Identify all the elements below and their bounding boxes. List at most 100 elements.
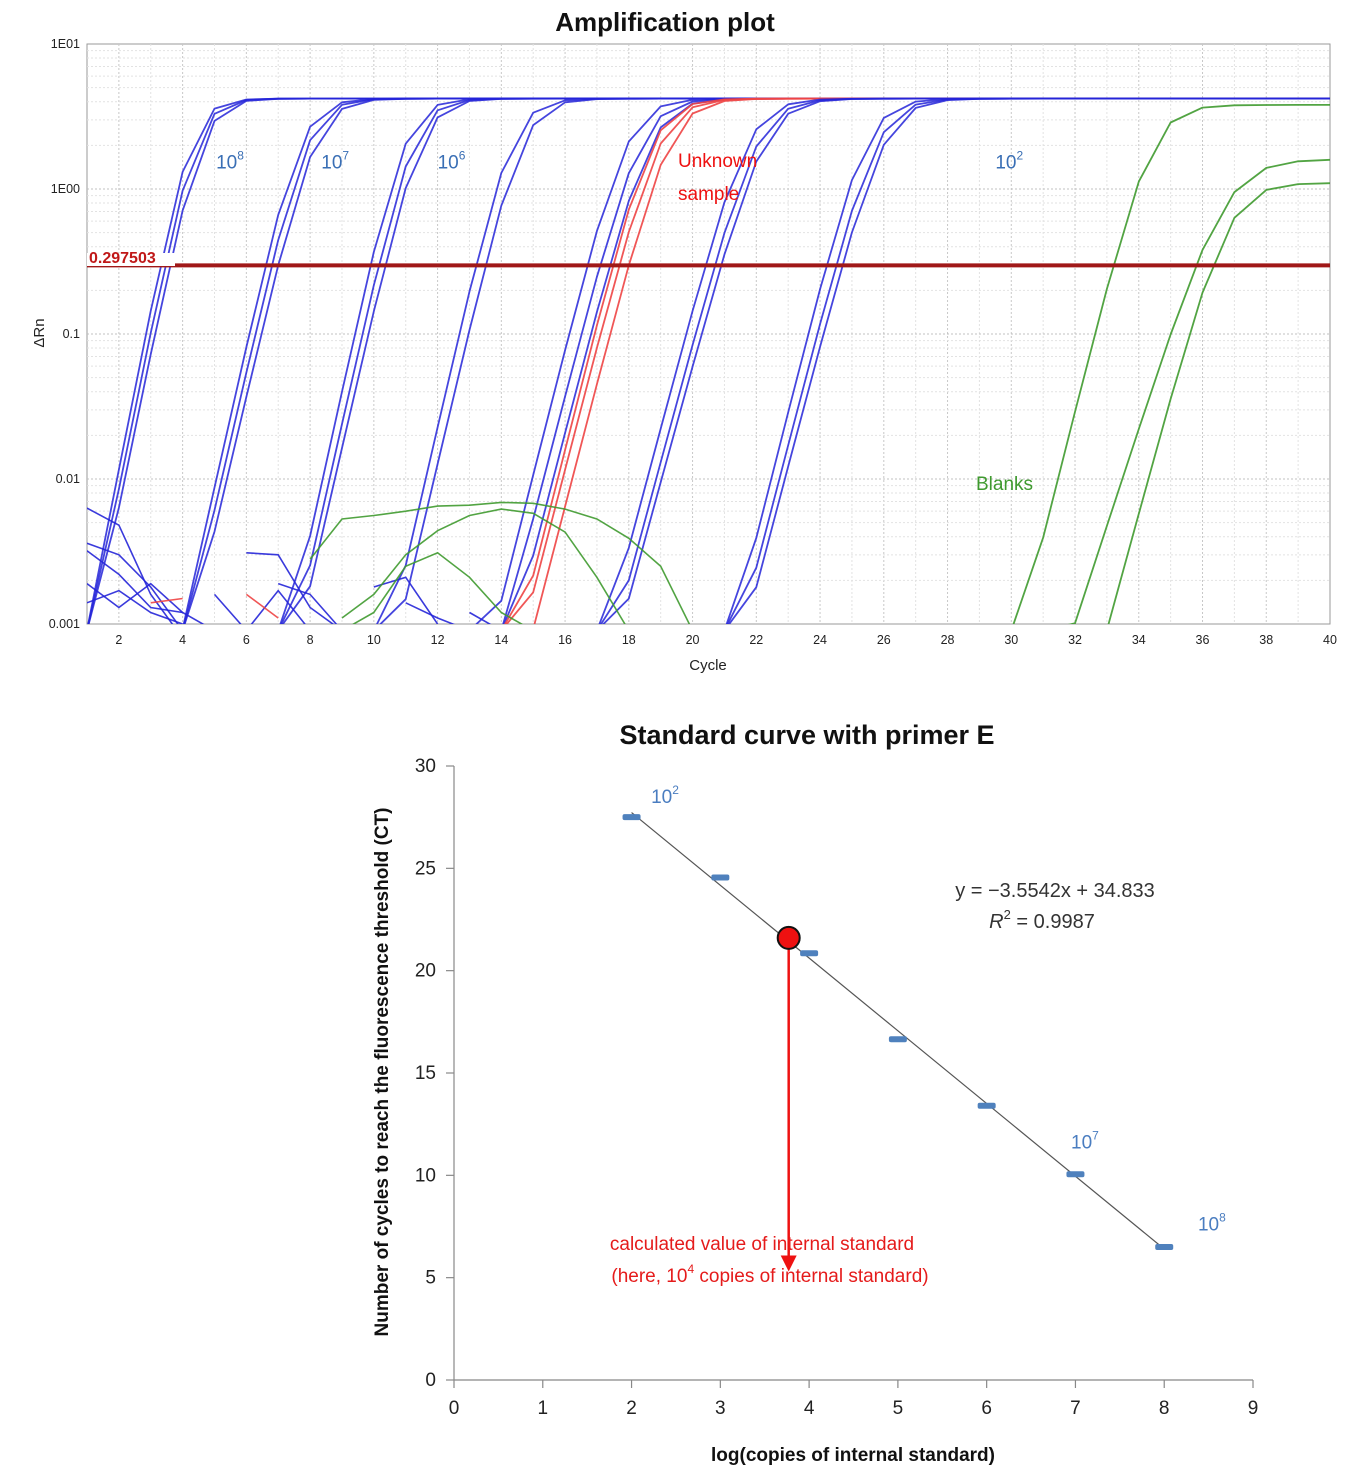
dilution-label: 102: [995, 149, 1023, 174]
standard-curve-y-axis-label: Number of cycles to reach the fluorescen…: [372, 808, 393, 1337]
r-squared-exponent: 2: [1004, 907, 1011, 922]
x-tick-label: 24: [813, 633, 827, 647]
data-point: [888, 1036, 907, 1043]
x-tick-label: 12: [431, 633, 445, 647]
x-tick-label: 32: [1068, 633, 1082, 647]
x-tick-label: 28: [941, 633, 955, 647]
x-tick-label: 0: [449, 1398, 460, 1419]
r-squared-label: R2 = 0.9987: [989, 907, 1095, 933]
blank-curve: [1012, 104, 1330, 624]
x-tick-label: 38: [1259, 633, 1273, 647]
baseline-noise-line: [150, 597, 183, 604]
x-tick-label: 3: [715, 1398, 726, 1419]
baseline-noise-line: [405, 602, 455, 624]
baseline-noise-line: [351, 551, 524, 624]
unknown-sample-point: [776, 925, 801, 950]
standard-curve-x-axis-label: log(copies of internal standard): [711, 1445, 995, 1466]
standard-curve-axes: 0 5 10 15 20 25 30 0 1 2 3 4 5 6 7 8 9: [415, 756, 1258, 1419]
standard-curve: [728, 97, 1330, 624]
blank-curve: [1107, 182, 1330, 624]
x-tick-label: 1: [537, 1398, 548, 1419]
baseline-noise-line: [87, 542, 179, 624]
x-tick-label: 22: [749, 633, 763, 647]
data-point: [711, 874, 730, 881]
r-squared-value: = 0.9987: [1011, 911, 1095, 933]
y-tick-label: 0: [425, 1370, 436, 1391]
baseline-noise-line: [246, 552, 335, 624]
x-tick-label: 14: [494, 633, 508, 647]
amplification-curves: [87, 97, 1330, 624]
point-dilution-label-base: 10: [1071, 1133, 1092, 1154]
dilution-label-base: 10: [438, 153, 459, 174]
y-tick-label: 10: [415, 1165, 436, 1186]
amplification-annotations: Unknown sample Blanks 108 107 106 102: [216, 149, 1033, 495]
x-tick-label: 20: [686, 633, 700, 647]
data-point: [1066, 1171, 1085, 1178]
r-squared-symbol: R: [989, 911, 1003, 933]
y-tick-label: 0.01: [56, 472, 80, 486]
dilution-label-exponent: 2: [1016, 149, 1023, 163]
baseline-noise-line: [341, 508, 626, 624]
amplification-plot-ticks: 2 4 6 8 10 12 14 16 18 20 22 24 26 28 30 32 34 36 38 401E01…: [49, 37, 1337, 647]
dilution-label-exponent: 7: [342, 149, 349, 163]
data-point: [977, 1102, 996, 1109]
point-dilution-label: 102: [651, 783, 679, 808]
y-tick-label: 20: [415, 961, 436, 982]
x-tick-label: 36: [1196, 633, 1210, 647]
baseline-noise-line: [277, 582, 338, 624]
x-tick-label: 10: [367, 633, 381, 647]
x-tick-label: 6: [981, 1398, 992, 1419]
x-tick-label: 4: [179, 633, 186, 647]
point-dilution-label-base: 10: [651, 787, 672, 808]
amplification-plot: Amplification plot 0.297503 2 4 6 8 10 12 14 16…: [31, 7, 1337, 674]
x-tick-label: 7: [1070, 1398, 1081, 1419]
dilution-label-exponent: 8: [237, 149, 244, 163]
y-tick-label: 0.1: [63, 327, 80, 341]
x-tick-label: 8: [307, 633, 314, 647]
blank-curve: [1067, 158, 1330, 624]
dilution-label-exponent: 6: [459, 149, 466, 163]
baseline-noise-line: [373, 576, 439, 624]
unknown-sample-callout: [776, 925, 801, 1272]
amplification-plot-title: Amplification plot: [555, 7, 775, 37]
dilution-label-base: 10: [216, 153, 237, 174]
threshold-label-bg: [87, 253, 175, 266]
y-tick-label: 0.001: [49, 617, 80, 631]
dilution-label: 107: [321, 149, 349, 174]
amplification-plot-grid: [87, 44, 1330, 624]
baseline-noise-line: [213, 589, 306, 624]
regression-equation: y = −3.5542x + 34.833: [955, 880, 1155, 902]
calculated-value-line1: calculated value of internal standard: [610, 1234, 914, 1255]
data-point: [1155, 1243, 1174, 1250]
x-tick-label: 18: [622, 633, 636, 647]
dilution-label-base: 10: [995, 153, 1016, 174]
calculated-value-exponent: 4: [687, 1262, 694, 1276]
y-tick-label: 1E01: [51, 37, 80, 51]
x-axis-label-cycle: Cycle: [689, 657, 727, 674]
point-dilution-label: 108: [1198, 1211, 1226, 1236]
data-point: [800, 950, 819, 957]
x-tick-label: 2: [115, 633, 122, 647]
dilution-label: 108: [216, 149, 244, 174]
y-tick-label: 30: [415, 756, 436, 777]
calculated-value-line2-start: (here, 10: [611, 1266, 687, 1287]
x-tick-label: 5: [893, 1398, 904, 1419]
point-dilution-label-exponent: 2: [672, 783, 679, 797]
amplification-curves-clipped: [87, 97, 1330, 624]
x-tick-label: 4: [804, 1398, 815, 1419]
baseline-noise-line: [309, 501, 691, 624]
unknown-sample-label-line1: Unknown: [678, 151, 757, 172]
point-dilution-label: 107: [1071, 1129, 1099, 1154]
x-tick-label: 8: [1159, 1398, 1170, 1419]
baseline-noise-line: [87, 589, 183, 624]
point-dilution-label-exponent: 8: [1219, 1211, 1226, 1225]
x-tick-label: 2: [626, 1398, 637, 1419]
baseline-noise-line: [87, 507, 174, 624]
calculated-value-line2-end: copies of internal standard): [694, 1266, 928, 1287]
point-dilution-label-base: 10: [1198, 1215, 1219, 1236]
baseline-noise-line: [469, 611, 492, 624]
x-tick-label: 30: [1004, 633, 1018, 647]
x-tick-label: 26: [877, 633, 891, 647]
x-tick-label: 9: [1248, 1398, 1259, 1419]
